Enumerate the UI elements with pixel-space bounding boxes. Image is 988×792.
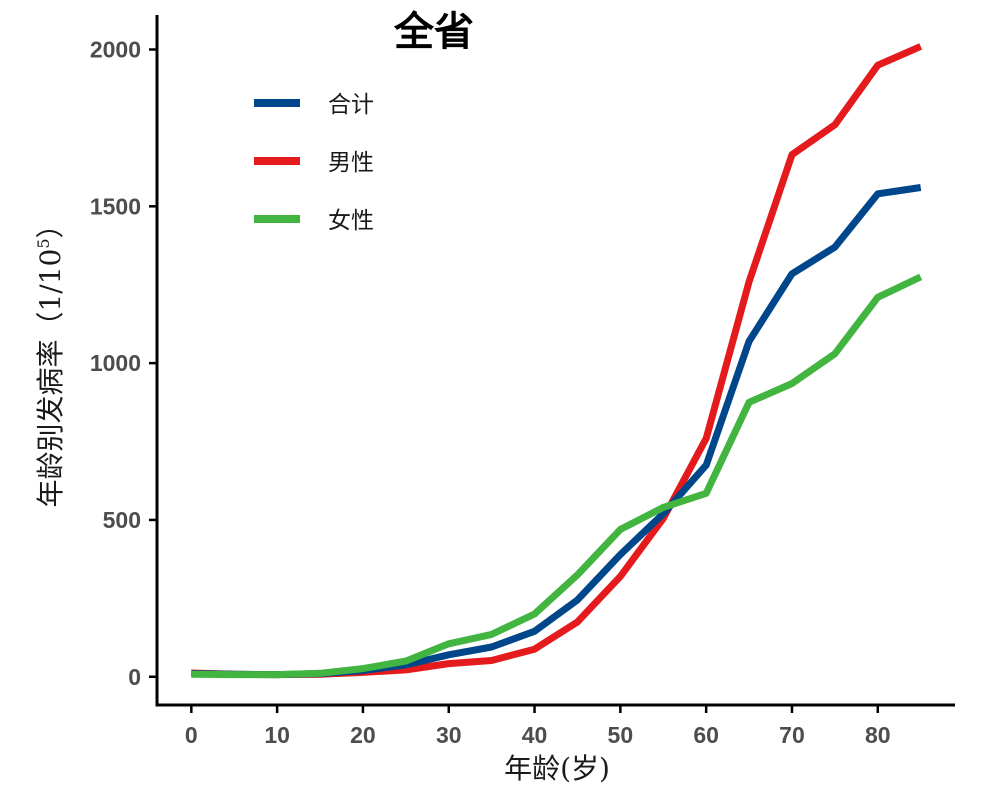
y-tick-label: 500 <box>103 507 141 533</box>
legend-label: 合计 <box>328 92 374 118</box>
chart-title: 全省 <box>393 9 474 55</box>
y-tick-label: 0 <box>128 664 141 690</box>
x-tick-label: 80 <box>865 722 891 748</box>
x-ticks: 0 10 20 30 40 50 60 70 80 <box>185 705 891 748</box>
series-line <box>191 43 923 679</box>
series-line <box>191 273 923 679</box>
y-axis-title-close: ） <box>34 210 67 238</box>
x-tick-label: 70 <box>779 722 805 748</box>
legend-label: 男性 <box>328 150 374 176</box>
y-axis-title-superscript: 5 <box>34 238 53 248</box>
y-tick-label: 1500 <box>90 193 141 219</box>
x-tick-label: 10 <box>264 722 290 748</box>
x-tick-label: 60 <box>693 722 719 748</box>
y-tick-label: 2000 <box>90 37 141 63</box>
x-axis-title: 年龄(岁) <box>504 752 610 785</box>
x-tick-label: 50 <box>608 722 634 748</box>
y-axis-title: 年龄别发病率（1/105） <box>34 210 67 507</box>
x-tick-label: 30 <box>436 722 462 748</box>
x-tick-label: 0 <box>185 722 198 748</box>
y-ticks: 0 500 1000 1500 2000 <box>90 37 157 690</box>
x-tick-label: 20 <box>350 722 376 748</box>
legend-label: 女性 <box>328 208 374 234</box>
series-layer <box>191 43 923 679</box>
y-tick-label: 1000 <box>90 350 141 376</box>
axes-layer <box>155 15 955 707</box>
x-tick-label: 40 <box>522 722 548 748</box>
y-axis-title-main: 年龄别发病率（1/10 <box>34 249 67 508</box>
series-line <box>191 184 922 679</box>
